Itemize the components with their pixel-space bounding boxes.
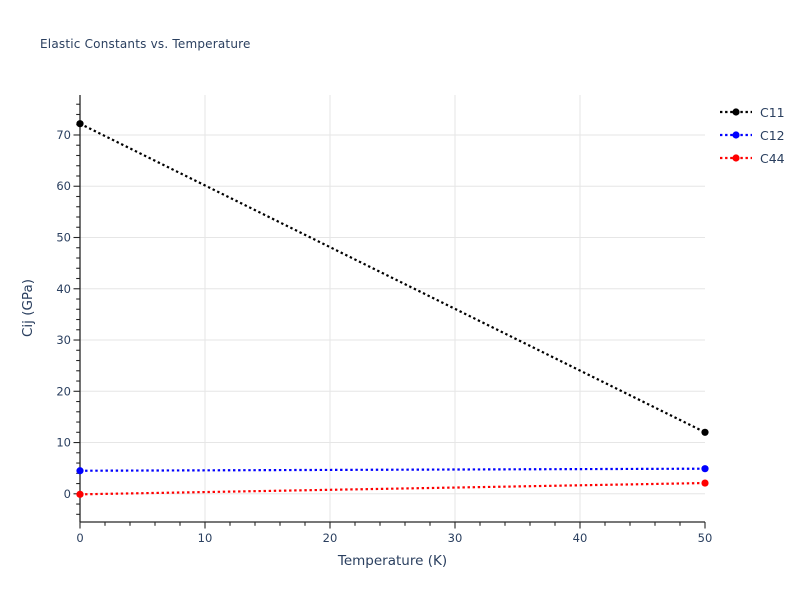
legend-label: C44 [760, 150, 785, 166]
x-tick-label: 30 [448, 531, 463, 545]
y-axis-label: Cij (GPa) [20, 278, 36, 338]
legend-marker-icon [732, 154, 740, 162]
x-tick-label: 40 [573, 531, 588, 545]
legend-label: C12 [760, 127, 785, 143]
legend-label: C11 [760, 104, 785, 120]
x-tick-label: 50 [698, 531, 713, 545]
series-marker-C12 [701, 465, 709, 473]
x-tick-label: 10 [198, 531, 213, 545]
legend-entry-C12: C12 [719, 126, 785, 144]
y-tick-label: 40 [56, 282, 71, 296]
y-tick-label: 60 [56, 179, 71, 193]
x-tick-label: 0 [76, 531, 83, 545]
legend: C11 C12 C44 [719, 103, 785, 167]
legend-line-sample [720, 108, 752, 116]
series-line-C12 [79, 467, 706, 472]
y-tick-label: 20 [56, 384, 71, 398]
legend-marker-icon [732, 131, 740, 139]
legend-marker-icon [732, 108, 740, 116]
y-tick-label: 30 [56, 333, 71, 347]
legend-entry-C11: C11 [719, 103, 785, 121]
y-tick-label: 0 [64, 487, 71, 501]
x-axis-label: Temperature (K) [337, 553, 448, 569]
y-tick-label: 50 [56, 231, 71, 245]
x-tick-label: 20 [323, 531, 338, 545]
series-marker-C11 [76, 120, 84, 128]
series-marker-C44 [76, 490, 84, 498]
series-line-C44 [79, 481, 706, 496]
y-tick-label: 70 [56, 128, 71, 142]
series-line-C11 [79, 122, 706, 434]
legend-line-sample [720, 154, 752, 162]
series-marker-C12 [76, 467, 84, 475]
series-marker-C44 [701, 479, 709, 487]
series-marker-C11 [701, 428, 709, 436]
y-tick-label: 10 [56, 436, 71, 450]
legend-line-sample [720, 131, 752, 139]
chart-title: Elastic Constants vs. Temperature [40, 37, 251, 51]
legend-entry-C44: C44 [719, 149, 785, 167]
